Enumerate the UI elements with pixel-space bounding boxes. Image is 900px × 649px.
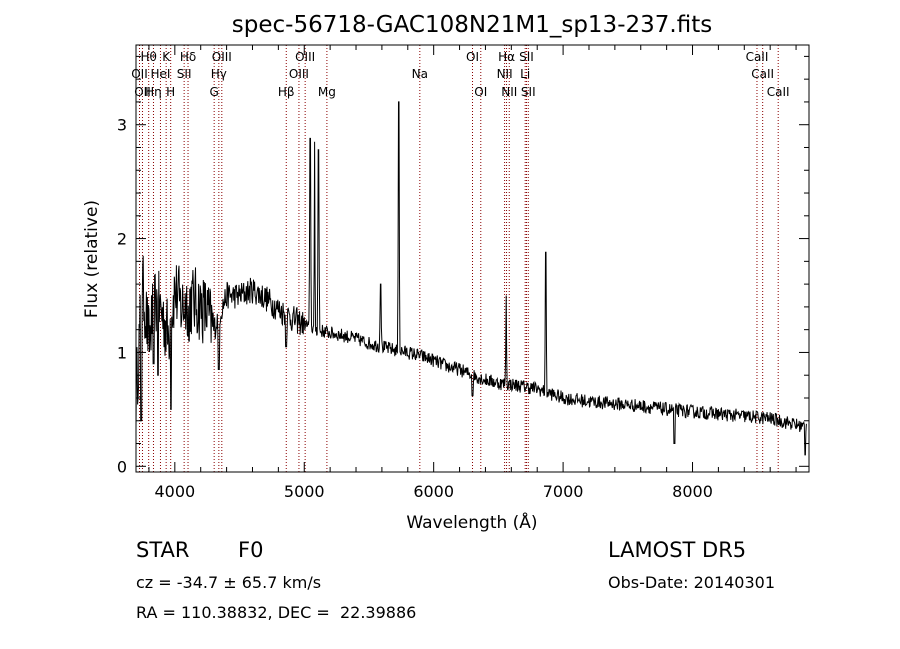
line-marker-label: HeI xyxy=(150,67,170,81)
line-marker-label: Li xyxy=(520,67,530,81)
line-marker-label: OI xyxy=(466,50,479,64)
line-marker-label: Hγ xyxy=(211,67,227,81)
x-axis: 4000 5000 6000 7000 8000 xyxy=(148,45,797,501)
line-marker-label: OIII xyxy=(212,50,232,64)
line-marker-label: OIII xyxy=(295,50,315,64)
line-marker-label: OII xyxy=(134,85,151,99)
line-marker-label: Hδ xyxy=(180,50,196,64)
redshift-velocity: cz = -34.7 ± 65.7 km/s xyxy=(136,573,322,592)
line-marker-label: CaII xyxy=(746,50,769,64)
y-axis-label: Flux (relative) xyxy=(82,200,102,318)
line-marker-label: H xyxy=(166,85,175,99)
coordinates: RA = 110.38832, DEC = 22.39886 xyxy=(136,603,417,622)
line-marker-label: Hη xyxy=(145,85,162,99)
object-subclass: F0 xyxy=(238,538,264,562)
line-marker-label: G xyxy=(210,85,219,99)
line-marker-label: CaII xyxy=(767,85,790,99)
line-marker-label: SII xyxy=(519,50,534,64)
x-tick-label: 5000 xyxy=(284,482,325,501)
y-axis: 0 1 2 3 xyxy=(117,55,809,476)
line-marker-label: NII xyxy=(497,67,513,81)
x-tick-label: 6000 xyxy=(413,482,454,501)
line-marker-label: OI xyxy=(474,85,487,99)
line-marker-label: Hθ xyxy=(140,50,156,64)
line-marker-label: NII xyxy=(501,85,517,99)
spectral-line-markers xyxy=(138,45,779,472)
x-tick-label: 7000 xyxy=(543,482,584,501)
survey-name: LAMOST DR5 xyxy=(608,538,747,562)
line-marker-label: K xyxy=(162,50,171,64)
line-marker-label: CaII xyxy=(751,67,774,81)
y-tick-label: 1 xyxy=(117,343,127,362)
line-marker-label: OIII xyxy=(289,67,309,81)
spectrum-line xyxy=(135,101,807,456)
line-marker-label: SII xyxy=(521,85,536,99)
x-tick-label: 4000 xyxy=(154,482,195,501)
x-axis-label: Wavelength (Å) xyxy=(406,511,537,533)
line-marker-label: SII xyxy=(177,67,192,81)
line-marker-label: Mg xyxy=(318,85,336,99)
object-class: STAR xyxy=(136,538,190,562)
line-marker-label: Na xyxy=(412,67,428,81)
line-marker-label: OII xyxy=(131,67,148,81)
y-tick-label: 3 xyxy=(117,116,127,135)
line-marker-label: Hα xyxy=(498,50,515,64)
observation-date: Obs-Date: 20140301 xyxy=(608,573,776,592)
y-tick-label: 0 xyxy=(117,457,127,476)
plot-frame xyxy=(135,44,810,473)
chart-title: spec-56718-GAC108N21M1_sp13-237.fits xyxy=(232,12,712,38)
x-tick-label: 8000 xyxy=(672,482,713,501)
line-marker-label: Hβ xyxy=(278,85,295,99)
y-tick-label: 2 xyxy=(117,230,127,249)
spectral-line-labels: OIIOIIHθHηHeIKHSIIHδGHγOIIIHβOIIIOIIIMgN… xyxy=(131,50,789,99)
